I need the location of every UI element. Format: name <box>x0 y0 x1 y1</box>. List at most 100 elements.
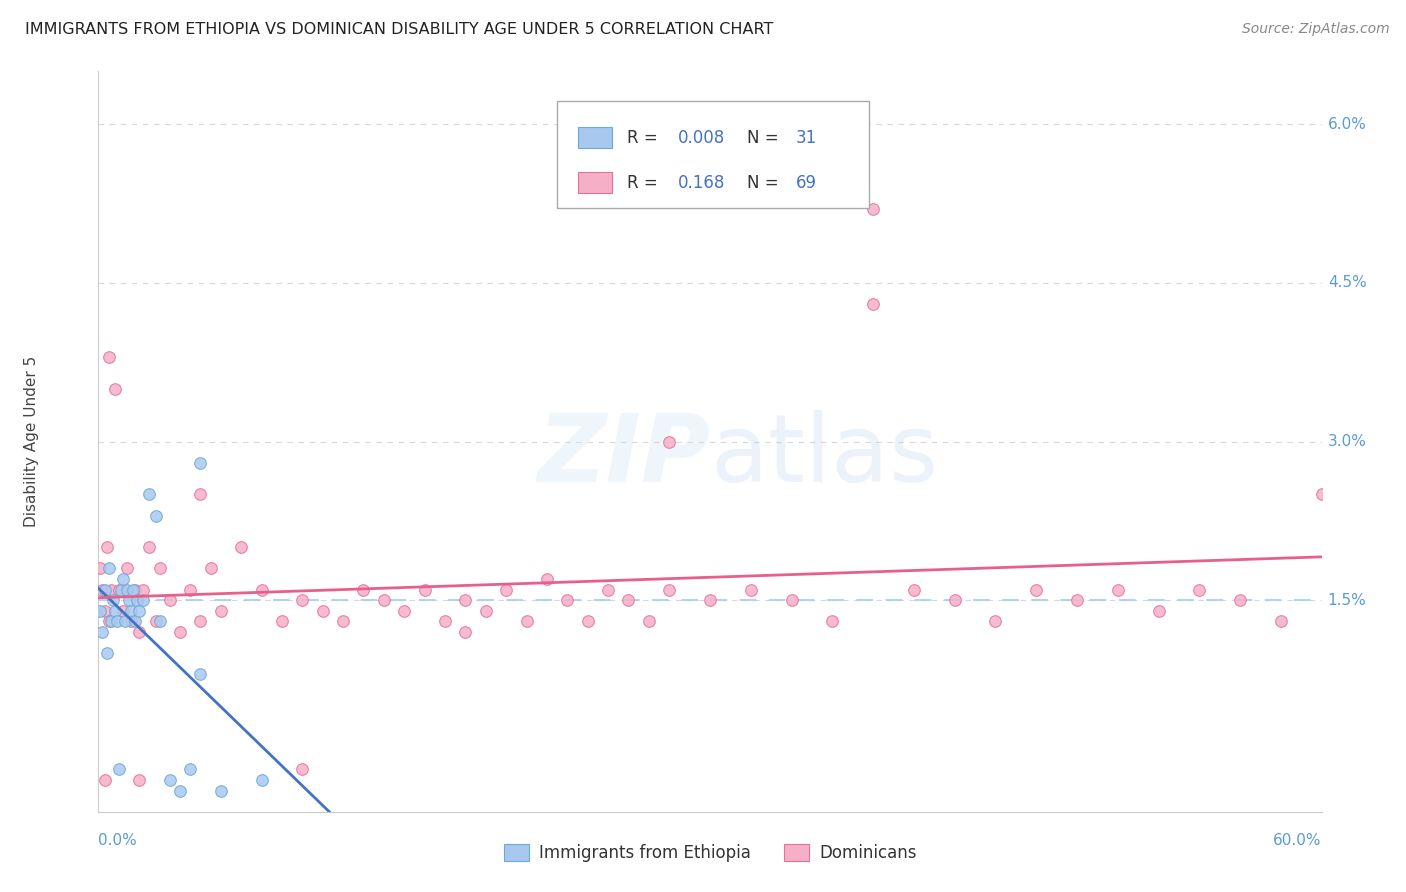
Point <box>108 582 131 597</box>
Point <box>108 763 131 777</box>
Point <box>91 624 114 639</box>
Point <box>100 582 122 597</box>
Point <box>188 487 212 501</box>
Point <box>658 582 681 597</box>
Point <box>495 582 517 597</box>
Point <box>118 593 141 607</box>
Point <box>96 646 118 660</box>
Point <box>555 593 579 607</box>
Point <box>100 615 122 629</box>
Point <box>120 615 142 629</box>
Point <box>373 593 395 607</box>
Point <box>115 582 138 597</box>
Text: 4.5%: 4.5% <box>1327 276 1367 291</box>
Point <box>200 561 222 575</box>
Point <box>89 561 111 575</box>
Point <box>637 615 661 629</box>
Point <box>617 593 640 607</box>
Text: 31: 31 <box>796 128 817 146</box>
Point <box>903 582 925 597</box>
Point <box>454 593 477 607</box>
Text: 0.008: 0.008 <box>678 128 725 146</box>
Point <box>91 582 114 597</box>
Point <box>111 572 134 586</box>
Point <box>169 624 191 639</box>
Text: 60.0%: 60.0% <box>1274 833 1322 848</box>
Point <box>392 604 416 618</box>
Point <box>132 593 155 607</box>
Point <box>138 487 160 501</box>
Point <box>188 615 212 629</box>
Point <box>699 593 721 607</box>
Point <box>122 582 145 597</box>
Point <box>132 582 155 597</box>
Point <box>124 582 146 597</box>
Point <box>159 772 181 787</box>
Point <box>209 604 232 618</box>
Point <box>1147 604 1170 618</box>
Point <box>179 763 201 777</box>
Text: 3.0%: 3.0% <box>1327 434 1367 449</box>
Point <box>188 667 212 681</box>
Point <box>104 604 127 618</box>
Point <box>115 561 138 575</box>
Point <box>270 615 294 629</box>
Point <box>1025 582 1047 597</box>
Point <box>821 615 844 629</box>
Point <box>169 783 191 797</box>
Point <box>943 593 966 607</box>
Text: R =: R = <box>627 128 662 146</box>
Point <box>93 604 115 618</box>
Point <box>250 772 273 787</box>
Point <box>1229 593 1251 607</box>
Point <box>984 615 1007 629</box>
Point <box>111 604 134 618</box>
Text: R =: R = <box>627 174 662 192</box>
Point <box>352 582 374 597</box>
Point <box>124 615 146 629</box>
Point <box>101 593 124 607</box>
Point <box>1107 582 1129 597</box>
Text: N =: N = <box>747 174 783 192</box>
Point <box>740 582 762 597</box>
Point <box>128 624 150 639</box>
Text: 0.0%: 0.0% <box>98 833 138 848</box>
Point <box>97 615 120 629</box>
Point <box>1310 487 1333 501</box>
Point <box>1188 582 1211 597</box>
Point <box>413 582 436 597</box>
Point <box>536 572 558 586</box>
Point <box>291 593 314 607</box>
Point <box>93 582 115 597</box>
Point <box>332 615 354 629</box>
Text: atlas: atlas <box>710 410 938 502</box>
Point <box>1066 593 1088 607</box>
Text: 6.0%: 6.0% <box>1327 117 1367 132</box>
Point <box>159 593 181 607</box>
Point <box>231 541 253 555</box>
Text: IMMIGRANTS FROM ETHIOPIA VS DOMINICAN DISABILITY AGE UNDER 5 CORRELATION CHART: IMMIGRANTS FROM ETHIOPIA VS DOMINICAN DI… <box>25 22 773 37</box>
Text: 1.5%: 1.5% <box>1327 592 1367 607</box>
Point <box>434 615 457 629</box>
Point <box>89 604 111 618</box>
Point <box>658 434 681 449</box>
Point <box>97 350 120 364</box>
Text: N =: N = <box>747 128 783 146</box>
Point <box>145 615 167 629</box>
Text: 0.168: 0.168 <box>678 174 725 192</box>
Text: Disability Age Under 5: Disability Age Under 5 <box>24 356 38 527</box>
Text: 69: 69 <box>796 174 817 192</box>
Point <box>145 508 167 523</box>
FancyBboxPatch shape <box>578 128 612 148</box>
Point <box>105 615 128 629</box>
Text: ZIP: ZIP <box>537 410 710 502</box>
Point <box>128 772 150 787</box>
FancyBboxPatch shape <box>578 172 612 193</box>
Point <box>114 615 136 629</box>
Point <box>97 561 120 575</box>
Point <box>127 593 149 607</box>
Point <box>104 382 127 396</box>
Point <box>128 604 150 618</box>
Point <box>93 772 115 787</box>
Point <box>576 615 599 629</box>
